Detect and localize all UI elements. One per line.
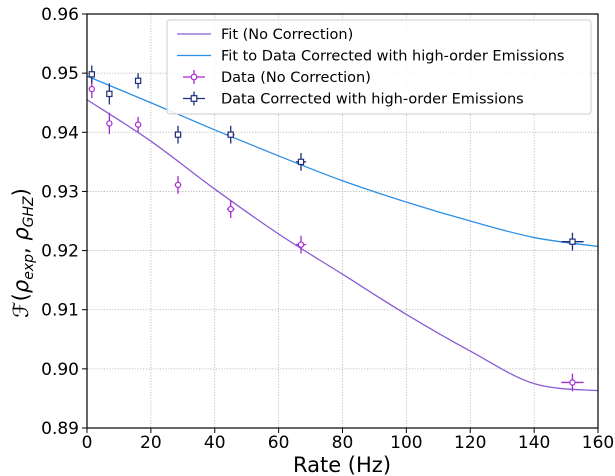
y-label-comma: , [9,241,33,254]
point-marker-circle [174,181,182,189]
point-marker-circle [297,241,305,248]
y-label-open-paren: ( [9,293,33,301]
x-axis-label: Rate (Hz) [293,453,391,476]
y-tick-label: 0.96 [41,5,79,25]
data-point [174,125,182,144]
x-tick-label: 100 [390,433,422,453]
y-label-script-f: ℱ [9,301,33,318]
legend-entry: Data Corrected with high-order Emissions [183,91,524,108]
point-marker-circle [134,121,142,128]
data-point [88,65,95,84]
series-no-correction [88,80,584,392]
point-marker-square [106,90,113,98]
data-point [226,125,235,144]
point-marker-circle [227,205,234,213]
y-tick-label: 0.92 [41,242,79,262]
legend-label: Fit (No Correction) [221,27,353,43]
legend-entry: Fit (No Correction) [177,27,353,43]
series-corrected [88,65,584,251]
point-marker-square [227,131,234,138]
y-label-rho-exp: ρ [9,279,33,293]
y-axis-ticks: 0.89 0.90 0.91 0.92 0.93 0.94 0.95 0.96 [41,5,87,439]
point-marker-square [174,131,182,138]
y-tick-label: 0.91 [41,301,79,321]
data-point [295,235,307,254]
point-marker-circle [569,379,576,386]
legend-entry: Data (No Correction) [183,70,371,86]
x-tick-label: 160 [582,433,614,453]
legend-entry: Fit to Data Corrected with high-order Em… [177,49,565,65]
fit-line-no-correction [86,99,599,392]
data-point [561,232,584,251]
y-tick-label: 0.89 [41,419,79,439]
legend-label: Fit to Data Corrected with high-order Em… [221,49,565,65]
y-tick-label: 0.94 [41,123,79,143]
data-point [561,373,584,392]
point-marker-circle [88,85,95,93]
point-marker-square [134,77,142,85]
x-tick-label: 120 [454,433,486,453]
y-tick-label: 0.90 [41,360,79,380]
y-tick-label: 0.95 [41,64,79,84]
x-axis-ticks: 0 20 40 60 80 100 120 140 160 [82,428,614,453]
y-label-sub-ghz: GHZ [21,196,37,227]
y-label-rho-ghz: ρ [9,227,33,241]
point-marker-square [569,238,576,245]
legend: Fit (No Correction) Fit to Data Corrected… [166,19,592,115]
x-tick-label: 140 [518,433,550,453]
data-point [134,73,142,89]
x-tick-label: 40 [204,433,226,453]
data-point [226,200,235,219]
legend-label: Data Corrected with high-order Emissions [221,92,524,108]
legend-marker-circle [190,73,198,81]
data-point [174,176,182,194]
data-point [106,112,113,135]
legend-box [166,19,592,115]
data-points [88,65,584,392]
y-tick-label: 0.93 [41,182,79,202]
legend-marker-square [190,95,198,102]
legend-label: Data (No Correction) [221,70,371,86]
x-tick-label: 0 [82,433,93,453]
x-tick-label: 80 [332,433,354,453]
x-tick-label: 60 [268,433,290,453]
y-label-close-paren: ) [9,188,33,196]
y-axis-label: ℱ(ρexp, ρGHZ) [9,188,37,318]
y-label-sub-exp: exp [21,254,37,280]
point-marker-circle [106,120,113,127]
data-point [106,83,113,105]
data-point [295,152,307,171]
data-point [134,116,142,133]
point-marker-square [88,71,95,78]
x-tick-label: 20 [140,433,162,453]
point-marker-square [297,158,305,166]
